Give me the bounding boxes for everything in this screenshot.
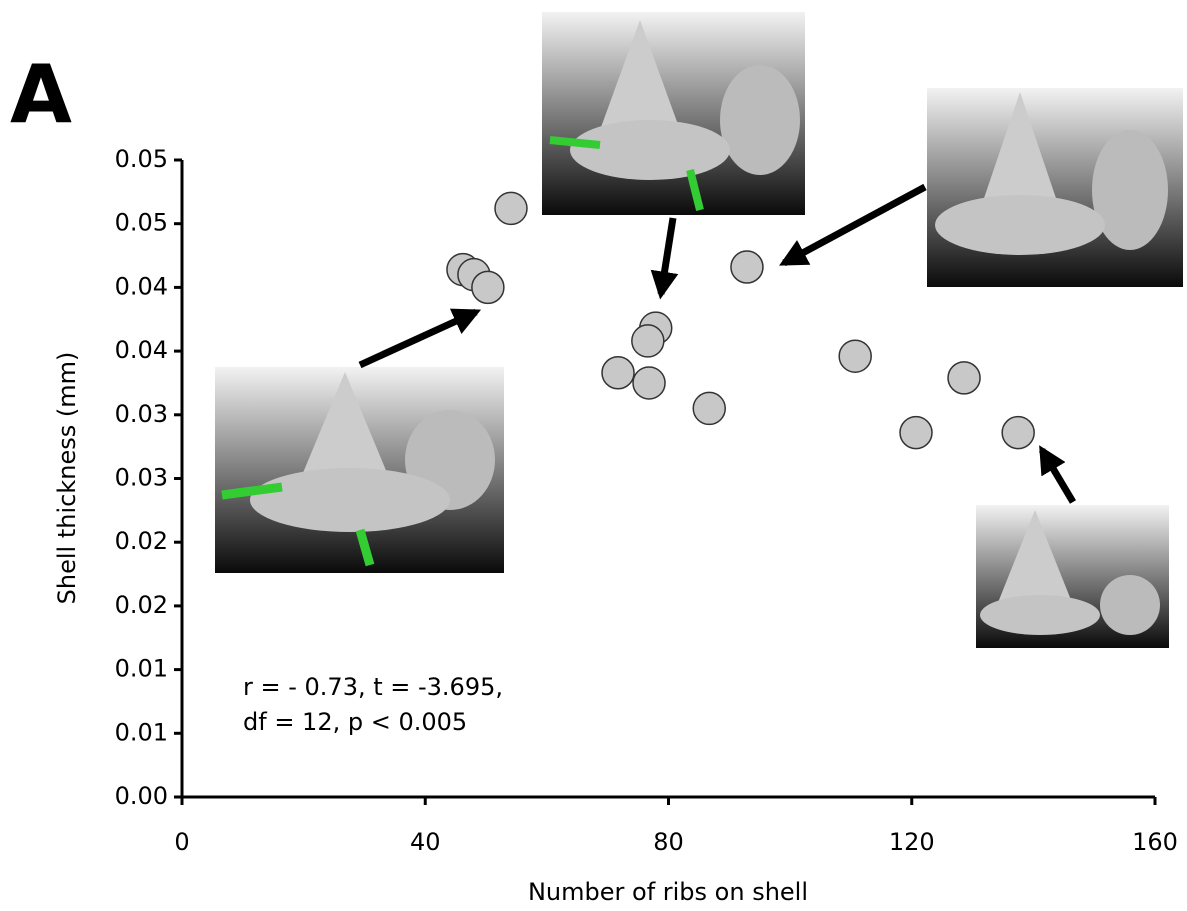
point bbox=[947, 361, 981, 395]
shell-images bbox=[215, 12, 1183, 648]
x-axis-label: Number of ribs on shell bbox=[528, 878, 808, 906]
y-tick-label: 0.03 bbox=[115, 464, 168, 492]
y-tick-label: 0.02 bbox=[115, 527, 168, 555]
shell-image bbox=[927, 88, 1183, 287]
x-tick-label: 80 bbox=[653, 828, 684, 856]
annotation: r = - 0.73, t = -3.695, bbox=[243, 673, 503, 701]
y-axis-label: Shell thickness (mm) bbox=[53, 352, 81, 605]
y-tick-label: 0.01 bbox=[115, 718, 168, 746]
point bbox=[494, 191, 528, 226]
y-tick-label: 0.01 bbox=[115, 655, 168, 683]
point bbox=[471, 270, 505, 305]
point bbox=[730, 250, 764, 284]
shell-image bbox=[976, 505, 1169, 648]
x-tick-label: 0 bbox=[174, 828, 189, 856]
point bbox=[1001, 415, 1035, 450]
x-tick-label: 40 bbox=[410, 828, 441, 856]
y-tick-label: 0.04 bbox=[115, 272, 168, 300]
y-tick-label: 0.00 bbox=[115, 782, 168, 810]
point bbox=[631, 324, 665, 358]
point bbox=[899, 415, 933, 450]
arrow bbox=[1038, 445, 1077, 504]
shell-image bbox=[215, 367, 504, 573]
y-tick-label: 0.02 bbox=[115, 591, 168, 619]
y-tick-label: 0.05 bbox=[115, 145, 168, 173]
arrow bbox=[779, 183, 927, 267]
arrow bbox=[650, 217, 679, 300]
y-tick-label: 0.04 bbox=[115, 336, 168, 364]
y-tick-label: 0.03 bbox=[115, 400, 168, 428]
arrow bbox=[358, 308, 482, 369]
x-tick-label: 120 bbox=[889, 828, 935, 856]
point bbox=[838, 339, 872, 373]
x-tick-label: 160 bbox=[1132, 828, 1178, 856]
point bbox=[632, 366, 666, 400]
annotation: df = 12, p < 0.005 bbox=[243, 708, 467, 736]
arrows bbox=[358, 183, 1077, 504]
y-tick-label: 0.05 bbox=[115, 209, 168, 237]
shell-image bbox=[542, 12, 805, 215]
point bbox=[601, 356, 635, 390]
point bbox=[692, 391, 726, 426]
panel-label: A bbox=[10, 48, 72, 141]
